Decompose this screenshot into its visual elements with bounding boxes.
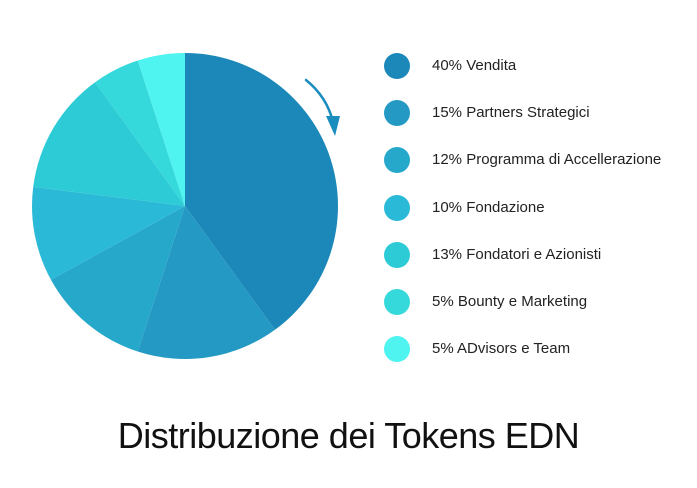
legend-swatch <box>384 194 410 221</box>
direction-arrow <box>304 78 335 124</box>
legend-item: 15% Partners Strategici <box>384 100 694 147</box>
pie-slice <box>95 60 185 206</box>
pie-slices <box>32 53 338 359</box>
legend-label: 10% Fondazione <box>432 198 545 216</box>
pie-slice <box>32 186 185 280</box>
pie-slice <box>33 82 186 206</box>
legend-item: 10% Fondazione <box>384 194 694 242</box>
pie-slice <box>50 206 186 352</box>
legend-label: 5% ADvisors e Team <box>432 340 571 358</box>
legend-swatch <box>384 336 410 363</box>
legend-label: 13% Fondatori e Azionisti <box>432 245 602 263</box>
direction-arrow-head <box>326 116 340 136</box>
legend-swatch <box>384 288 410 315</box>
legend-label: 40% Vendita <box>432 57 517 74</box>
legend-item: 13% Fondatori e Azionisti <box>384 241 694 289</box>
chart-title: Distribuzione dei Tokens EDN <box>117 415 580 456</box>
legend-item: 40% Vendita <box>384 53 694 100</box>
legend-item: 5% ADvisors e Team <box>384 336 694 383</box>
pie-slice <box>185 53 338 330</box>
legend-swatch <box>384 241 410 268</box>
legend-item: 5% Bounty e Marketing <box>384 288 694 336</box>
legend-swatch <box>384 147 410 174</box>
legend-label: 12% Programma di Accellerazione <box>432 151 662 169</box>
legend-swatch <box>384 53 410 79</box>
legend-swatch <box>384 100 410 127</box>
pie-slice <box>137 206 275 359</box>
legend: 40% Vendita 15% Partners Strategici 12% … <box>384 53 694 383</box>
pie-slice <box>137 53 185 206</box>
legend-label: 5% Bounty e Marketing <box>432 292 588 310</box>
legend-item: 12% Programma di Accellerazione <box>384 147 694 194</box>
legend-label: 15% Partners Strategici <box>432 104 590 122</box>
